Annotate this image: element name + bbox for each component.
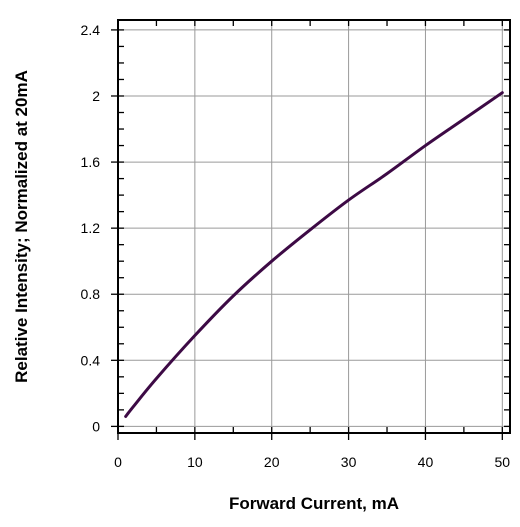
y-tick-label: 1.2 (81, 220, 101, 236)
x-tick-label: 50 (495, 454, 511, 470)
y-tick-label: 0.4 (81, 352, 101, 368)
grid (117, 20, 510, 433)
x-tick-label: 0 (114, 454, 122, 470)
y-tick-label: 2.4 (81, 22, 101, 38)
y-tick-label: 1.6 (81, 154, 101, 170)
x-tick-label: 40 (418, 454, 434, 470)
y-tick-label: 2 (92, 88, 100, 104)
series-layer (124, 91, 504, 418)
y-tick-label: 0.8 (81, 286, 101, 302)
x-tick-labels: 0 10 20 30 40 50 (114, 454, 510, 470)
x-axis-title: Forward Current, mA (229, 494, 399, 513)
x-tick-label: 30 (341, 454, 357, 470)
y-tick-label: 0 (92, 418, 100, 434)
x-tick-label: 10 (187, 454, 203, 470)
ticks (111, 20, 510, 440)
y-tick-labels: 0 0.4 0.8 1.2 1.6 2 2.4 (81, 22, 101, 434)
plot-frame (117, 19, 511, 434)
series-line (124, 91, 504, 418)
x-tick-label: 20 (264, 454, 280, 470)
y-axis-title: Relative Intensity; Normalized at 20mA (12, 70, 31, 383)
